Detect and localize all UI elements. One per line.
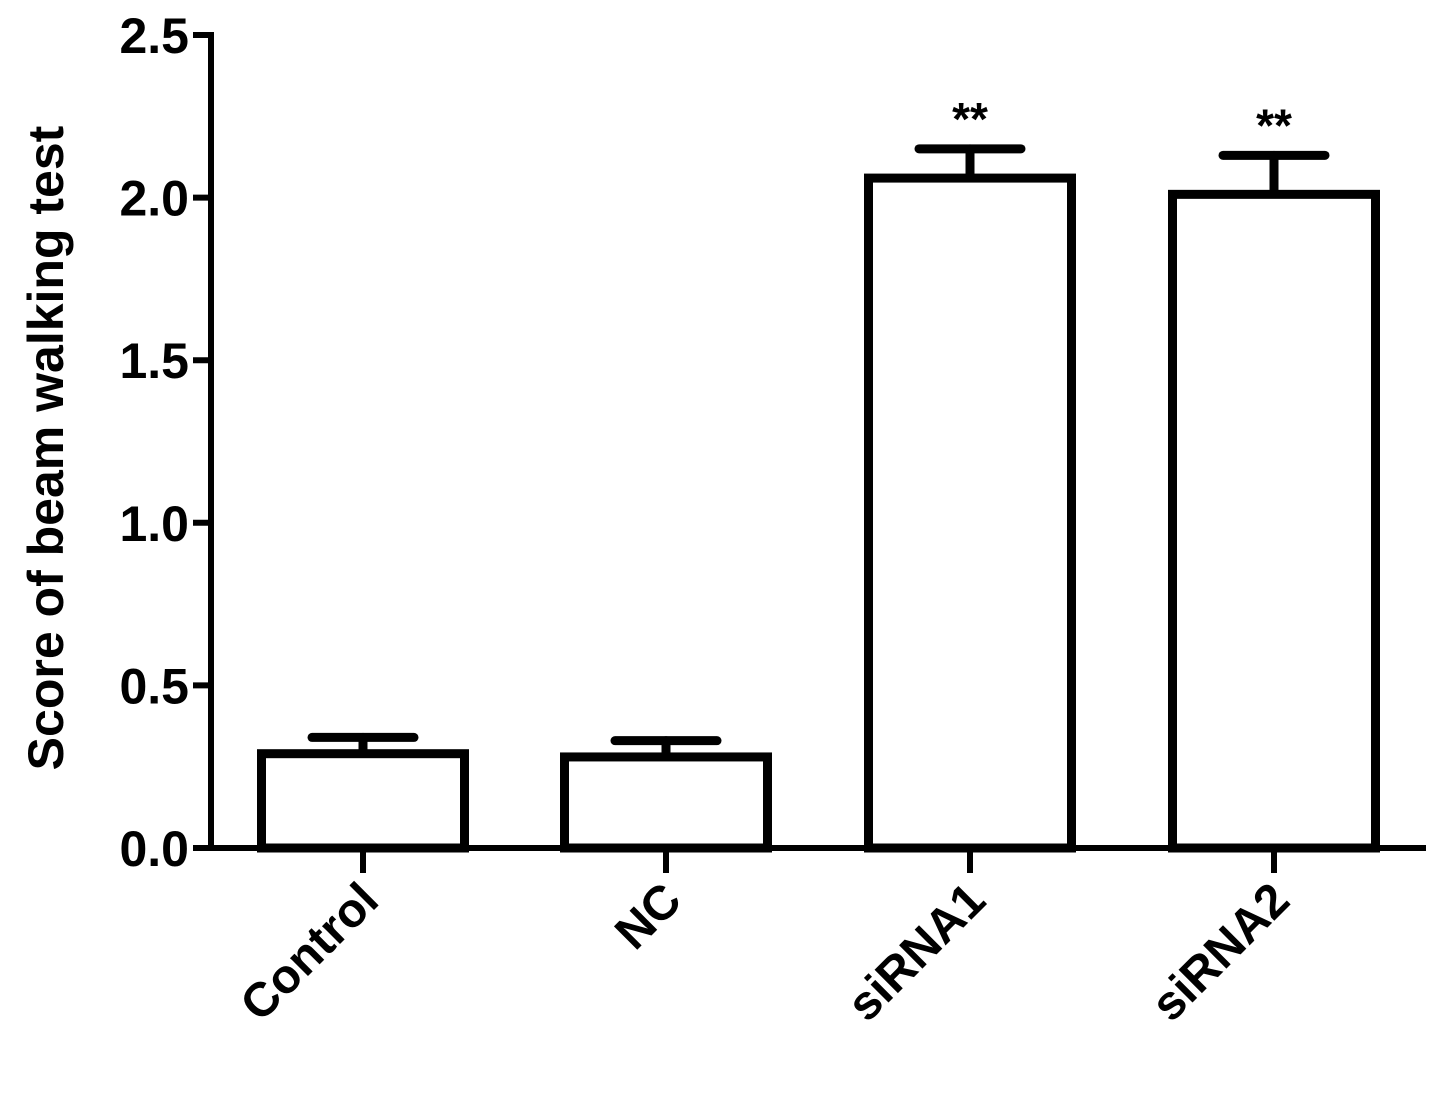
x-tick-label: Control <box>231 873 389 1031</box>
y-tick-label: 0.0 <box>119 821 189 877</box>
x-tick-label: siRNA2 <box>1142 873 1300 1031</box>
y-tick-label: 2.0 <box>119 171 189 227</box>
x-tick-label: NC <box>605 873 691 959</box>
y-tick-label: 0.5 <box>119 658 189 714</box>
y-tick-label: 2.5 <box>119 8 189 64</box>
y-tick-label: 1.0 <box>119 496 189 552</box>
y-axis: 0.0 0.5 1.0 1.5 2.0 2.5 <box>119 8 214 877</box>
significance-label: ** <box>1256 99 1292 151</box>
bar <box>560 752 772 853</box>
bar <box>257 749 469 853</box>
x-axis: Control NC siRNA1 siRNA2 <box>208 845 1426 1031</box>
x-tick-label: siRNA1 <box>838 873 996 1031</box>
bar <box>864 173 1076 853</box>
bar <box>1168 189 1380 853</box>
y-tick-label: 1.5 <box>119 333 189 389</box>
y-axis-label: Score of beam walking test <box>18 125 74 770</box>
significance-label: ** <box>952 93 988 145</box>
bars: ** ** <box>257 93 1380 853</box>
